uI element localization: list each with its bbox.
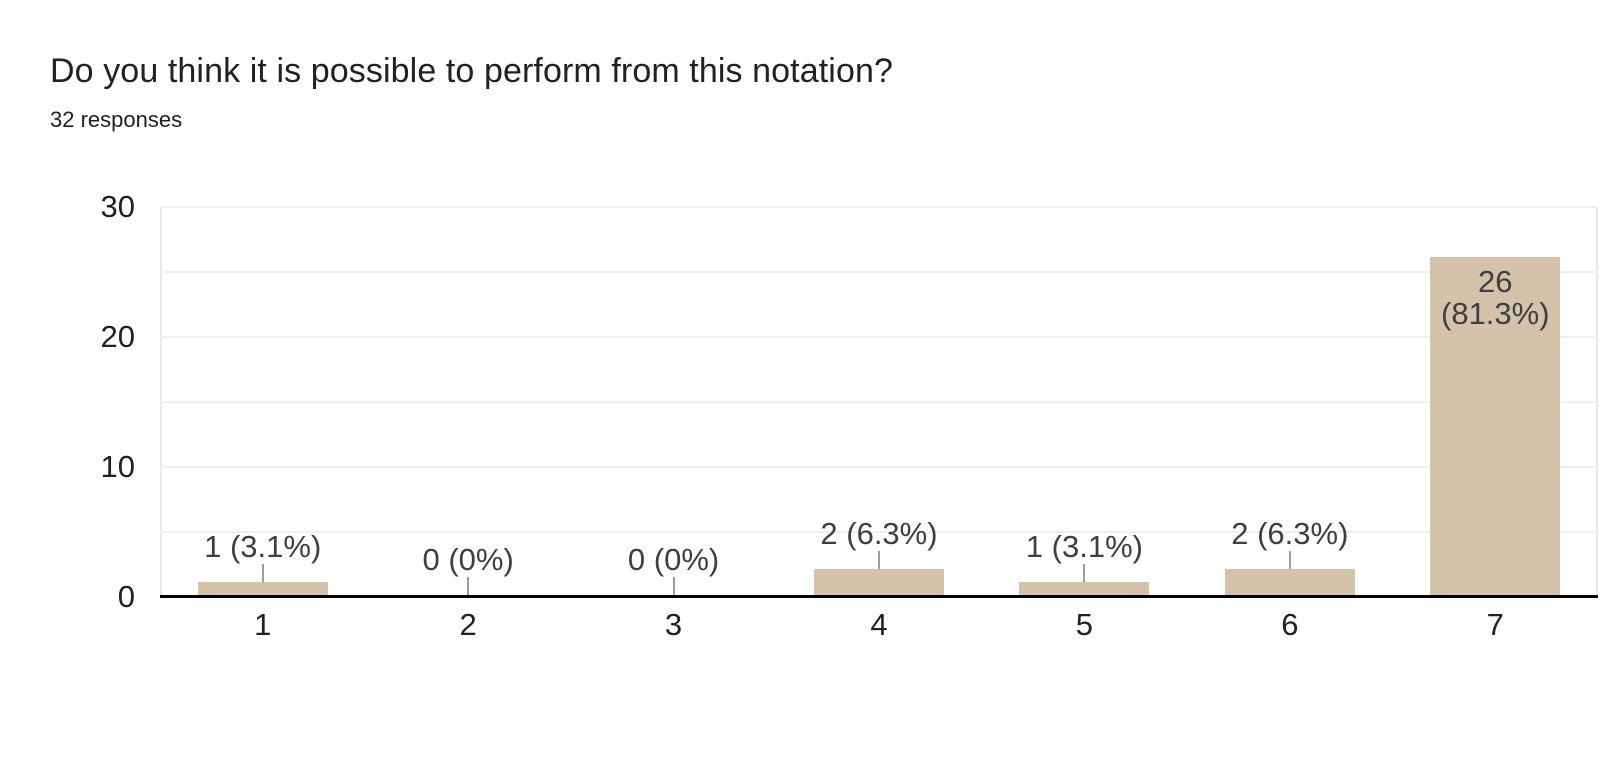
bar-6 xyxy=(1224,569,1355,595)
bar-value-label: 1 (3.1%) xyxy=(204,529,322,564)
y-axis-tick-label: 20 xyxy=(100,319,135,354)
label-connector-line xyxy=(878,551,880,569)
x-axis-category-label: 6 xyxy=(1281,607,1299,642)
x-axis-category-label: 3 xyxy=(664,607,683,642)
y-axis-tick-label: 0 xyxy=(117,579,135,614)
gridline xyxy=(160,531,1598,533)
question-title: Do you think it is possible to perform f… xyxy=(50,52,893,90)
gridline xyxy=(160,466,1598,468)
label-connector-line xyxy=(1288,551,1291,569)
bar-value-label: 26 (81.3%) xyxy=(1345,266,1600,330)
bar-value-label-line: (81.3%) xyxy=(1441,296,1550,331)
response-count: 32 responses xyxy=(50,107,183,132)
x-axis-line xyxy=(160,595,1598,598)
x-axis-category-label: 7 xyxy=(1486,607,1504,642)
label-connector-line xyxy=(672,577,675,595)
x-axis-category-label: 1 xyxy=(254,607,272,642)
bar-value-label: 2 (6.3%) xyxy=(1231,516,1349,551)
label-connector-line xyxy=(261,564,264,582)
gridline xyxy=(160,206,1598,208)
x-axis-category-label: 4 xyxy=(870,607,888,642)
label-connector-line xyxy=(1083,564,1086,582)
x-axis-category-label: 2 xyxy=(459,607,477,642)
bar-value-label: 1 (3.1%) xyxy=(1025,529,1143,564)
bar-value-label-line: 26 xyxy=(1478,264,1513,299)
label-connector-line xyxy=(467,577,470,595)
bar-7 xyxy=(1430,257,1561,595)
gridline xyxy=(160,401,1598,403)
bar-4 xyxy=(814,569,944,595)
bar-value-label: 2 (6.3%) xyxy=(820,516,938,551)
gridline xyxy=(160,271,1598,273)
x-axis-category-label: 5 xyxy=(1075,607,1094,642)
bar-5 xyxy=(1019,582,1150,595)
bar-1 xyxy=(197,582,328,595)
y-axis-tick-label: 10 xyxy=(100,449,135,484)
bar-value-label: 0 (0%) xyxy=(422,542,514,577)
y-axis-tick-label: 30 xyxy=(100,189,135,224)
gridline xyxy=(160,336,1598,338)
bar-value-label: 0 (0%) xyxy=(627,542,720,577)
